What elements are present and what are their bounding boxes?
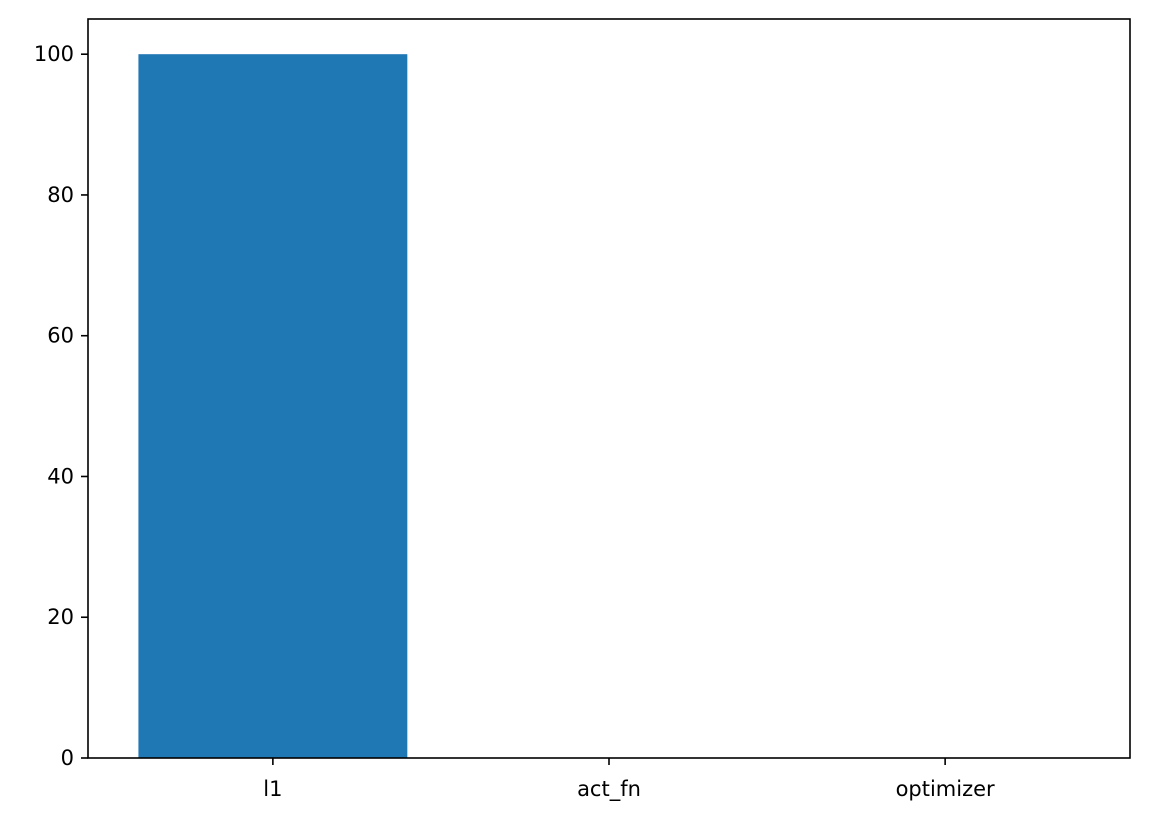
y-tick-label: 20 [47, 605, 74, 629]
x-tick-label: optimizer [896, 777, 995, 801]
y-tick-label: 80 [47, 183, 74, 207]
y-tick-label: 60 [47, 324, 74, 348]
y-tick-label: 0 [61, 746, 74, 770]
y-axis-ticks: 0 20 40 60 80 100 [34, 42, 88, 770]
y-tick-label: 40 [47, 464, 74, 488]
x-axis-ticks: l1 act_fn optimizer [263, 758, 995, 802]
y-tick-label: 100 [34, 42, 74, 66]
x-tick-label: l1 [263, 777, 282, 801]
x-tick-label: act_fn [577, 777, 641, 802]
plot-frame [87, 18, 1131, 759]
bar-l1 [138, 54, 408, 758]
bars-group [138, 54, 408, 758]
